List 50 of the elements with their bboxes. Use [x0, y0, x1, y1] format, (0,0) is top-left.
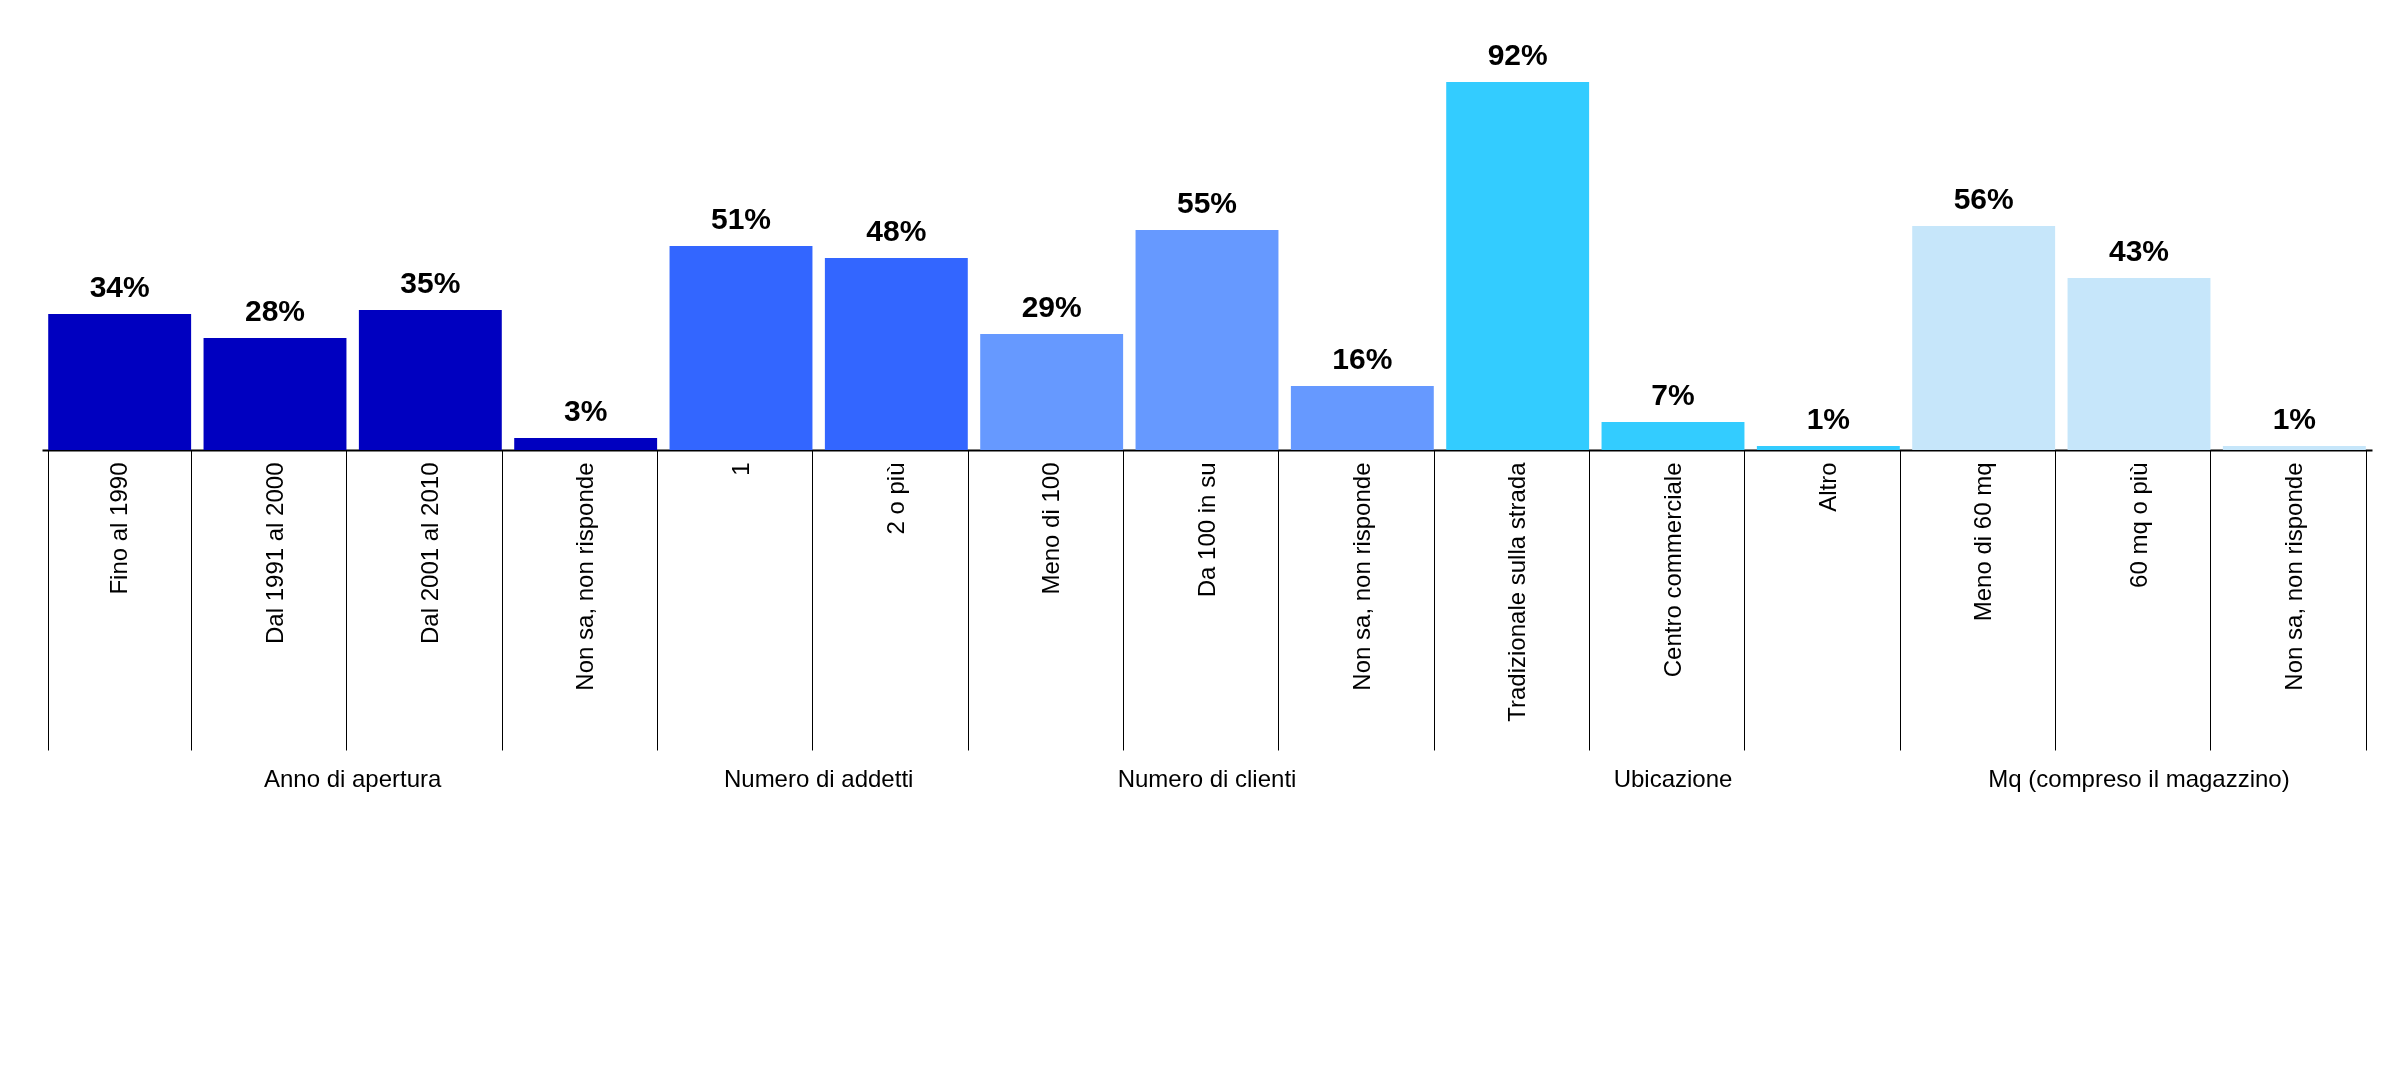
data-label: 55%: [1176, 186, 1238, 219]
bar: [1756, 446, 1900, 450]
text: Mq (compreso il magazzino): [1988, 765, 2290, 792]
text: Anno di apertura: [263, 765, 443, 792]
x-tick-label: Dal 1991 al 2000: [260, 462, 288, 644]
x-tick-label: Centro commerciale: [1658, 462, 1686, 678]
text: Numero di clienti: [1117, 765, 1297, 792]
x-tick-label: Da 100 in su: [1192, 462, 1220, 598]
x-tick-label: Non sa, non risponde: [571, 462, 599, 691]
x-tick-label: Meno di 60 mq: [1969, 462, 1997, 622]
bar: [1601, 422, 1745, 450]
bar: [1290, 386, 1434, 450]
x-tick-label: Altro: [1813, 462, 1841, 512]
x-tick-label: Non sa, non risponde: [1347, 462, 1375, 691]
data-label: 1%: [1806, 402, 1851, 435]
data-label: 43%: [2108, 234, 2170, 267]
data-label: 3%: [563, 394, 608, 427]
bar: [1135, 230, 1279, 450]
x-tick-label: Tradizionale sulla strada: [1503, 461, 1531, 722]
bar: [514, 438, 658, 450]
data-label: 16%: [1332, 342, 1393, 375]
data-label: 56%: [1953, 182, 2014, 215]
data-label: 7%: [1651, 378, 1695, 411]
data-label: 34%: [89, 270, 150, 303]
bar: [824, 258, 968, 450]
bar: [2222, 446, 2366, 450]
bar: [1912, 226, 2056, 450]
text: Ubicazione: [1613, 765, 1733, 792]
bar: [358, 310, 502, 450]
bar: [203, 338, 347, 450]
x-tick-label: 1: [726, 462, 754, 476]
bar: [48, 314, 192, 450]
data-label: 35%: [400, 266, 461, 299]
x-tick-label: Fino al 1990: [105, 462, 133, 595]
data-label: 48%: [866, 214, 927, 247]
text: Numero di addetti: [723, 765, 914, 792]
data-label: 1%: [2272, 402, 2317, 435]
data-label: 51%: [710, 202, 772, 235]
x-tick-label: 60 mq o più: [2124, 462, 2152, 588]
bar: [980, 334, 1124, 450]
data-label: 28%: [244, 294, 306, 327]
x-tick-label: 2 o più: [881, 462, 909, 535]
x-tick-label: Non sa, non risponde: [2279, 462, 2307, 691]
bar: [669, 246, 813, 450]
x-tick-label: Meno di 100: [1037, 462, 1065, 595]
data-label: 92%: [1487, 38, 1548, 71]
x-tick-label: Dal 2001 al 2010: [415, 462, 443, 644]
bar: [1446, 82, 1590, 450]
data-label: 29%: [1021, 290, 1082, 323]
bar: [2067, 278, 2211, 450]
